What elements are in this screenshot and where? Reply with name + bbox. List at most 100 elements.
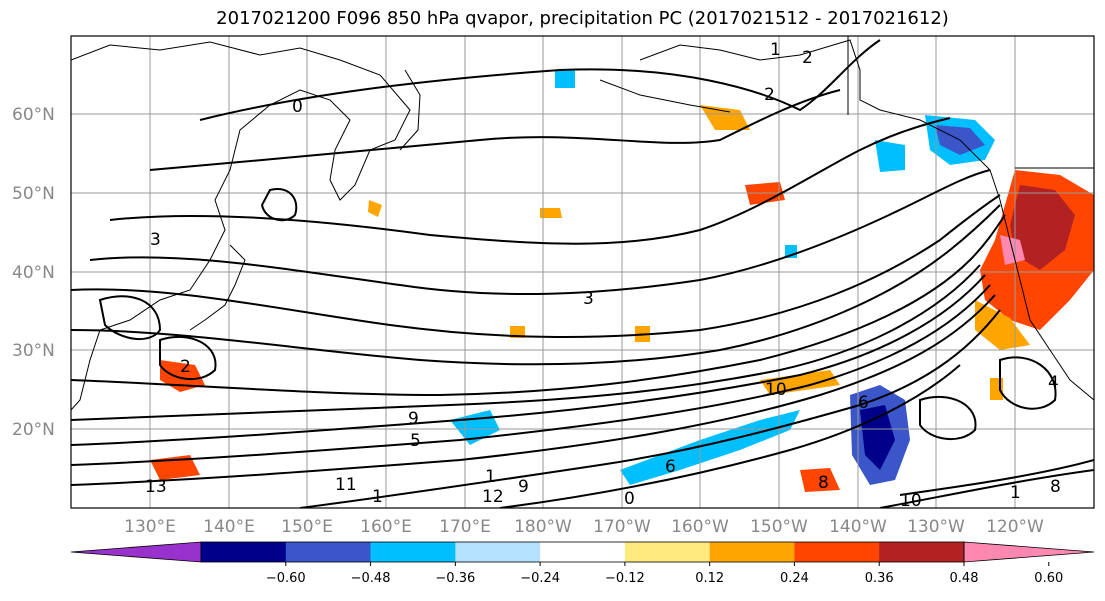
contour-label: 8: [818, 473, 829, 493]
coastlines: [71, 36, 1094, 411]
precip-positive-area: [540, 208, 562, 218]
contour-label: 4: [1048, 373, 1059, 393]
colorbar-tick-label: −0.12: [605, 571, 645, 586]
colorbar-tick-label: 0.48: [950, 571, 979, 586]
colorbar-tick-label: −0.60: [266, 571, 306, 586]
coastline-kamchatka: [399, 69, 421, 151]
lon-label: 160°E: [360, 517, 412, 537]
contour-line: [71, 294, 996, 486]
contour-line: [879, 469, 1094, 508]
contour-label: 2: [802, 48, 813, 68]
contour-line: [71, 204, 1001, 366]
colorbar-tick-label: 0.60: [1034, 571, 1063, 586]
map-frame: [70, 35, 1095, 509]
colorbar-bin: [540, 542, 626, 562]
contour-label: 1: [485, 467, 496, 487]
contour-line: [299, 309, 1001, 508]
lon-label: 130°E: [124, 517, 176, 537]
contour-label: 6: [665, 457, 676, 477]
contour-line: [71, 284, 991, 466]
contour-line: [499, 364, 961, 508]
contour-label: 9: [408, 409, 419, 429]
colorbar-extend-high: [963, 541, 1095, 563]
precip-positive-area: [368, 200, 382, 217]
lon-label: 170°W: [593, 517, 651, 537]
lon-label: 150°W: [750, 517, 808, 537]
colorbar-bin: [879, 542, 965, 562]
colorbar-bin: [624, 542, 711, 562]
contour-label: 10: [765, 380, 787, 400]
colorbar-extend-low: [70, 541, 202, 563]
precip-negative-area: [875, 140, 905, 172]
contour-label: 3: [150, 230, 161, 250]
lon-label: 120°W: [986, 517, 1044, 537]
contour-label: 0: [624, 489, 635, 509]
contour-label: 13: [145, 477, 167, 497]
lon-label: 150°E: [281, 517, 333, 537]
coastline-japan: [189, 244, 246, 331]
colorbar-bin: [285, 542, 372, 562]
figure-title: 2017021200 F096 850 hPa qvapor, precipit…: [216, 8, 949, 29]
contour-line: [89, 169, 991, 296]
precip-positive-area: [1010, 185, 1075, 270]
lat-label: 60°N: [12, 105, 55, 125]
colorbar-tick-label: −0.24: [520, 571, 560, 586]
coastline-north-america: [999, 199, 1094, 401]
contour-line: [71, 214, 1006, 397]
colorbar-bin: [794, 542, 880, 562]
lat-label: 40°N: [12, 263, 55, 283]
precip-negative-area: [555, 70, 575, 88]
precip-positive-area: [990, 378, 1003, 400]
colorbar-tick-label: −0.36: [435, 571, 475, 586]
contour-line: [71, 194, 1001, 338]
contour-line: [260, 188, 298, 222]
lon-label: 140°E: [203, 517, 255, 537]
precip-positive-area: [700, 105, 750, 130]
colorbar-tick-label: 0.36: [865, 571, 894, 586]
colorbar-bin: [455, 542, 541, 562]
contour-label: 10: [900, 491, 922, 511]
colorbar: −0.60 −0.48 −0.36 −0.24 −0.12 0.12 0.24 0.36 0.4…: [70, 541, 1095, 586]
contour-line: [199, 39, 881, 121]
qvapor-contours: [71, 39, 1094, 508]
colorbar-tick-label: 0.12: [695, 571, 724, 586]
lon-label: 140°W: [829, 517, 887, 537]
contour-label: 8: [1050, 477, 1061, 497]
colorbar-bin: [201, 542, 287, 562]
contour-line: [159, 335, 217, 381]
contour-line: [71, 264, 981, 421]
lon-label: 160°W: [671, 517, 729, 537]
colorbar-outline: [200, 541, 965, 563]
contour-line: [919, 395, 977, 441]
precip-positive-area: [760, 370, 840, 395]
contour-line: [999, 356, 1057, 410]
latitude-labels: 60°N 50°N 40°N 30°N 20°N: [12, 105, 55, 440]
precip-positive-area: [975, 300, 1030, 350]
colorbar-bin: [370, 542, 456, 562]
colorbar-tick-label: −0.48: [351, 571, 391, 586]
lat-label: 20°N: [12, 420, 55, 440]
coastline-alaska: [639, 39, 1001, 201]
contour-label: 1: [372, 487, 383, 507]
contour-line: [71, 274, 986, 446]
contour-label: 1: [770, 40, 781, 60]
lon-label: 130°W: [907, 517, 965, 537]
colorbar-bin: [709, 542, 795, 562]
lon-label: 170°E: [439, 517, 491, 537]
contour-label: 12: [482, 487, 504, 507]
contour-label: 0: [292, 97, 303, 117]
contour-line: [899, 459, 1094, 496]
coastline-aleutians: [599, 79, 731, 113]
colorbar-tick-label: 0.24: [780, 571, 809, 586]
lat-label: 30°N: [12, 341, 55, 361]
lon-label: 180°W: [514, 517, 572, 537]
contour-label: 2: [180, 357, 191, 377]
contour-label: 1: [1010, 483, 1021, 503]
coastline-asia: [71, 41, 411, 411]
contour-line: [149, 89, 841, 171]
contour-label: 2: [764, 85, 775, 105]
contour-label: 5: [410, 431, 421, 451]
lat-label: 50°N: [12, 184, 55, 204]
precip-positive-area: [800, 468, 840, 492]
